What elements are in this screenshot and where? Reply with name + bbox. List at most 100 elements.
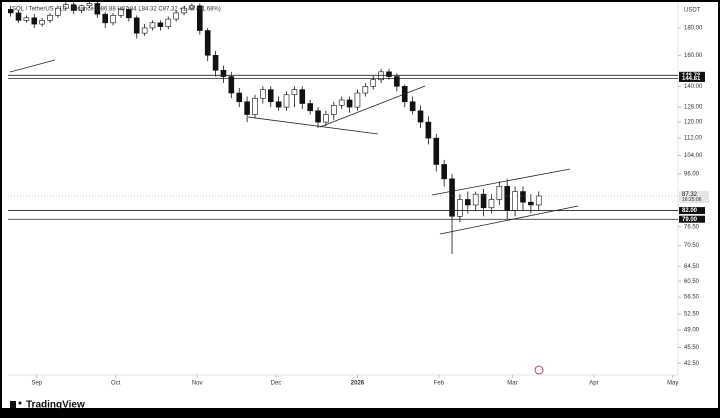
last-price-label: 87.32 — [682, 192, 698, 198]
candle-body — [141, 27, 148, 34]
candle-body — [197, 5, 203, 31]
candle-body — [528, 201, 534, 206]
candle-body — [23, 17, 30, 21]
candle-body — [133, 17, 140, 34]
candle-body — [181, 7, 187, 14]
candle-body — [260, 89, 266, 99]
event-icon — [534, 365, 544, 375]
background — [2, 2, 718, 408]
candle-body — [378, 71, 384, 81]
x-tick-label: Apr — [589, 381, 598, 387]
candle-body — [504, 186, 511, 211]
candle-body — [346, 99, 353, 108]
candle-body — [417, 110, 424, 123]
candle-body — [433, 137, 440, 165]
candle-body — [449, 178, 455, 217]
candle-body — [220, 69, 227, 77]
y-tick-label: 140.00 — [684, 84, 703, 90]
ohlc: O86.88 H87.84 L84.32 C87.32 +1.44 (+1.68… — [96, 7, 221, 13]
candle-body — [236, 92, 243, 103]
y-tick-label: 64.50 — [684, 264, 700, 270]
candle-body — [118, 9, 124, 16]
candle-body — [31, 17, 38, 25]
candle-body — [307, 103, 313, 112]
x-tick-label: Nov — [192, 381, 203, 387]
trendline — [319, 85, 426, 128]
candle-body — [535, 195, 542, 206]
candle-body — [267, 89, 274, 103]
symbol-title: SOL / TetherUS · 1D · Binance — [12, 7, 94, 13]
candle-body — [441, 164, 447, 180]
candle-body — [457, 199, 463, 217]
candle-body — [157, 22, 164, 27]
candle-body — [362, 86, 369, 94]
level-tag — [679, 207, 705, 215]
y-tick-label: 56.50 — [684, 295, 700, 301]
candle-body — [252, 97, 258, 115]
candle-body — [291, 89, 298, 96]
candle-body — [386, 71, 392, 77]
x-tick-label: Dec — [271, 381, 282, 387]
candle-body — [228, 76, 235, 94]
y-tick-label: 49.00 — [684, 328, 700, 334]
candle-body — [63, 4, 69, 9]
candle-body — [283, 94, 290, 108]
y-tick-label: 112.00 — [684, 136, 703, 142]
level-label: 82.00 — [682, 208, 698, 214]
candle-body — [354, 92, 361, 108]
candle-body — [275, 101, 282, 108]
y-tick-label: 76.50 — [684, 224, 700, 230]
candle-body — [315, 110, 321, 123]
y-tick-label: 70.50 — [684, 243, 700, 249]
candle-body — [110, 15, 116, 24]
trendline — [431, 168, 571, 196]
x-tick-label: 2026 — [351, 381, 365, 387]
y-tick-label: 160.00 — [684, 53, 703, 59]
candle-body — [299, 89, 306, 104]
candle-body — [465, 199, 471, 206]
currency: USDT — [684, 8, 701, 14]
y-tick-label: 52.50 — [684, 312, 700, 318]
y-tick-label: 60.50 — [684, 279, 700, 285]
candle-body — [394, 76, 400, 87]
last-price-tag — [679, 190, 709, 203]
candle-body — [520, 191, 526, 203]
candle-body — [512, 191, 518, 211]
x-tick-label: May — [667, 381, 678, 387]
candle-body — [189, 5, 195, 9]
logo-mark — [18, 401, 22, 405]
candle-body — [496, 186, 503, 200]
x-tick-label: Feb — [434, 381, 445, 387]
candle-body — [8, 9, 14, 14]
x-tick-label: Oct — [111, 381, 121, 387]
level-label: 144.81 — [682, 76, 701, 82]
countdown: 16:25:06 — [682, 197, 702, 203]
y-tick-label: 104.00 — [684, 153, 703, 159]
y-tick-label: 45.50 — [684, 345, 700, 351]
y-tick-label: 120.00 — [684, 120, 703, 126]
level-tag — [679, 215, 705, 223]
candle-body — [472, 193, 479, 206]
candle-body — [204, 30, 211, 56]
level-tag — [679, 74, 705, 82]
candle-body — [47, 15, 53, 21]
candle-body — [149, 22, 156, 29]
candle-body — [94, 3, 101, 15]
x-tick-label: Sep — [32, 381, 43, 387]
logo-mark — [10, 401, 16, 408]
trendline — [247, 116, 379, 135]
y-tick-label: 96.00 — [684, 172, 700, 178]
candle-body — [331, 105, 337, 115]
x-tick-label: Mar — [507, 381, 517, 387]
candle-body — [212, 54, 219, 71]
plot — [8, 2, 579, 255]
trendline — [9, 59, 56, 73]
candle-body — [244, 101, 250, 115]
candle-body — [55, 7, 61, 16]
candle-body — [165, 18, 172, 27]
candle-body — [173, 12, 179, 20]
candle-body — [70, 4, 77, 11]
candle-body — [488, 199, 495, 209]
y-tick-label: 180.00 — [684, 26, 703, 32]
candles — [8, 2, 542, 255]
